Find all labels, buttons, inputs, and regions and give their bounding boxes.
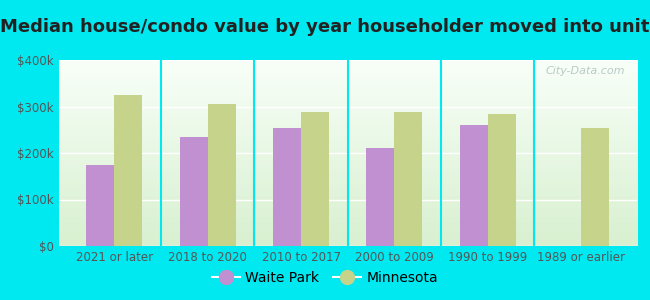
Bar (395, 112, 423, 246)
Text: City-Data.com: City-Data.com (546, 66, 625, 76)
Bar (488, 114, 515, 246)
Bar (114, 95, 142, 246)
Legend: Waite Park, Minnesota: Waite Park, Minnesota (206, 265, 444, 290)
Bar (301, 112, 329, 246)
Bar (180, 137, 208, 246)
Bar (208, 104, 236, 246)
Bar (367, 148, 395, 246)
Bar (581, 128, 609, 246)
Text: Median house/condo value by year householder moved into unit: Median house/condo value by year househo… (0, 18, 650, 36)
Bar (460, 125, 488, 246)
Bar (273, 128, 301, 246)
Bar (86, 165, 114, 246)
